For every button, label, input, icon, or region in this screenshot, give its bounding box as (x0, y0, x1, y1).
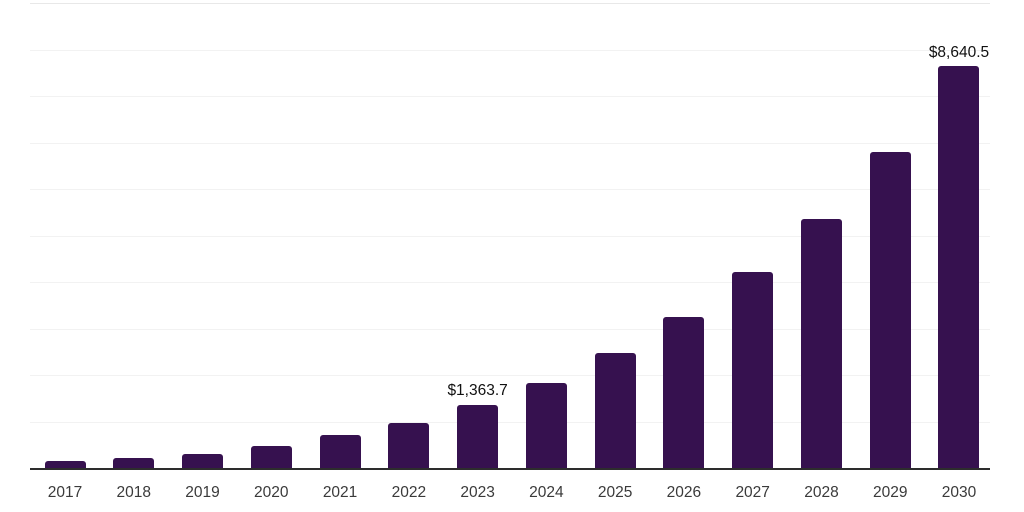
gridline-8000 (30, 96, 990, 97)
x-tick-label-2021: 2021 (322, 484, 358, 501)
bar-2025 (594, 352, 636, 468)
gridline-4000 (30, 282, 990, 283)
x-tick-label-2028: 2028 (804, 484, 839, 501)
bar-2021 (319, 435, 361, 468)
bar-2022 (388, 422, 430, 468)
x-tick-label-2027: 2027 (735, 484, 770, 501)
plot-area: $1,363.7 $8,640.5 (30, 0, 990, 468)
x-axis-line (30, 468, 990, 470)
bar-2028 (800, 218, 842, 468)
x-tick-label-2018: 2018 (116, 484, 151, 501)
x-tick-label-2023: 2023 (460, 484, 495, 501)
x-tick-label-2019: 2019 (185, 484, 220, 501)
gridline-1000 (30, 421, 990, 423)
gridline-2000 (30, 375, 990, 376)
x-tick-label-2025: 2025 (597, 484, 633, 501)
gridline-9000 (30, 49, 990, 51)
gridline-3000 (30, 328, 990, 330)
x-tick-label-2026: 2026 (666, 484, 702, 501)
x-tick-label-2030: 2030 (941, 484, 977, 501)
gridline-6000 (30, 189, 990, 190)
data-label-2023: $1,363.7 (447, 382, 508, 400)
x-tick-label-2017: 2017 (47, 484, 83, 501)
x-tick-label-2022: 2022 (391, 484, 427, 501)
bar-2026 (663, 317, 705, 468)
gridline-7000 (30, 142, 990, 144)
bar-2020 (250, 445, 292, 468)
data-label-2030: $8,640.5 (928, 43, 990, 61)
x-tick-label-2020: 2020 (254, 484, 289, 501)
gridline-5000 (30, 235, 990, 237)
bar-2030 (938, 66, 980, 468)
bar-2029 (869, 151, 911, 468)
bar-2019 (182, 454, 224, 468)
gridline-10000 (30, 3, 990, 4)
x-tick-label-2024: 2024 (529, 484, 564, 501)
bar-2024 (525, 382, 567, 468)
bar-2027 (732, 271, 774, 468)
bar-2018 (113, 458, 155, 468)
x-tick-label-2029: 2029 (872, 484, 908, 501)
bar-2023 (457, 404, 499, 468)
bar-2017 (44, 461, 86, 468)
